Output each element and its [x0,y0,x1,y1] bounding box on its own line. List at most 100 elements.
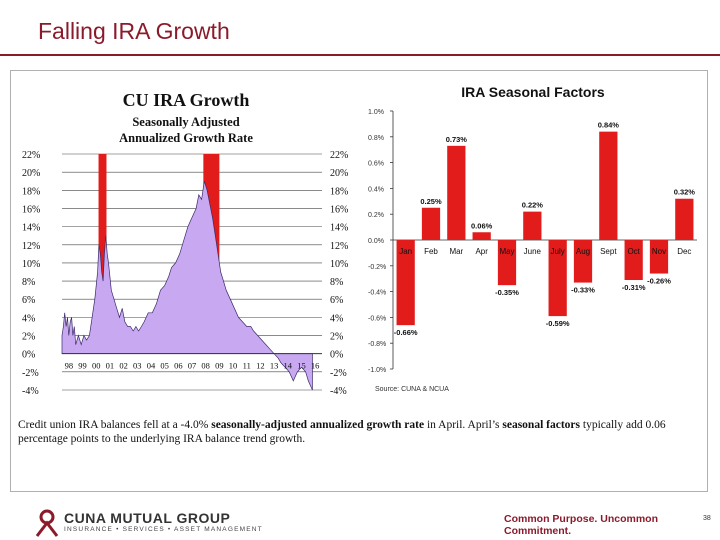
seasonal-bar [649,240,669,274]
seasonal-data-label: 0.06% [471,221,493,230]
growth-x-tick: 13 [270,361,279,371]
growth-y-tick-right: 18% [330,186,348,197]
growth-x-tick: 04 [147,361,156,371]
seasonal-y-tick: 0.4% [368,186,384,193]
growth-x-tick: 12 [256,361,265,371]
seasonal-y-tick: -0.2% [368,264,386,271]
page-number: 38 [703,515,711,522]
caption-part-3: seasonal factors [502,419,580,431]
growth-y-ticks-left: 22% 20% 18% 16% 14% 12% 10% 8% 6% 4% 2% 0% -2% -4% [22,150,40,397]
growth-y-tick-left: -2% [22,368,39,379]
growth-y-tick-right: 14% [330,223,348,234]
seasonal-bar [624,240,643,280]
growth-y-tick-right: -4% [330,386,347,397]
growth-y-tick-left: 6% [22,295,35,306]
growth-x-tick: 16 [311,361,320,371]
seasonal-data-label: -0.26% [647,277,671,286]
growth-area-series [61,181,322,391]
seasonal-bar [573,240,593,283]
growth-y-tick-left: 2% [22,332,35,343]
growth-x-tick: 06 [174,361,183,371]
growth-y-tick-left: 10% [22,259,40,270]
logo-subtitle: INSURANCE • SERVICES • ASSET MANAGEMENT [64,526,263,533]
seasonal-bar [497,240,517,286]
growth-y-tick-left: 4% [22,313,35,324]
seasonal-bar [548,240,567,317]
seasonal-data-label: 0.73% [446,135,468,144]
seasonal-category-label: Feb [424,247,438,256]
growth-y-tick-left: -4% [22,386,39,397]
seasonal-data-label: -0.31% [622,283,646,292]
growth-x-tick: 98 [65,361,74,371]
seasonal-category-label: Dec [677,247,691,256]
growth-y-tick-left: 8% [22,277,35,288]
growth-y-tick-right: 12% [330,241,348,252]
growth-x-tick: 08 [201,361,210,371]
growth-chart-subtitle-1: Seasonally Adjusted [132,115,239,129]
seasonal-data-label: 0.22% [522,201,544,210]
growth-y-tick-left: 12% [22,241,40,252]
seasonal-bar [523,211,542,240]
growth-x-tick: 15 [297,361,306,371]
seasonal-category-label: Aug [576,247,590,256]
seasonal-bar [421,207,441,240]
caption-part-1: seasonally-adjusted annualized growth ra… [211,419,425,431]
ira-growth-chart: CU IRA Growth Seasonally Adjusted Annual… [20,78,356,404]
seasonal-bar [675,198,694,240]
growth-x-tick: 11 [243,361,251,371]
caption-part-4: typically add 0.06 percentage points to … [18,419,666,445]
caption-text: Credit union IRA balances fell at a -4.0… [18,418,703,446]
seasonal-bar [599,131,618,240]
content-frame [10,70,708,492]
growth-y-tick-right: 2% [330,332,343,343]
seasonal-data-label: 0.25% [420,197,442,206]
growth-y-tick-right: 10% [330,259,348,270]
growth-area [61,181,313,391]
seasonal-y-tick: 0.2% [368,212,384,219]
seasonal-y-tick: 0.6% [368,161,384,168]
growth-x-tick: 14 [284,361,293,371]
seasonal-bar [396,240,415,326]
seasonal-category-label: Oct [627,247,640,256]
slide-title: Falling IRA Growth [38,18,230,44]
growth-x-tick: 09 [215,361,224,371]
seasonal-data-label: -0.35% [495,288,519,297]
growth-y-tick-right: 8% [330,277,343,288]
seasonal-category-label: Apr [475,247,488,256]
seasonal-category-label: Sept [600,247,617,256]
seasonal-bar [472,232,491,240]
growth-y-ticks-right: 22% 20% 18% 16% 14% 12% 10% 8% 6% 4% 2% 0% -2% -4% [330,150,348,397]
seasonal-category-label: Nov [652,247,666,256]
seasonal-data-label: -0.66% [394,328,418,337]
seasonal-data-label: -0.33% [571,286,595,295]
seasonal-data-label: 0.84% [598,121,620,130]
seasonal-category-label: July [551,247,565,256]
caption-part-0: Credit union IRA balances fell at a -4.0… [18,419,212,431]
seasonal-y-tick: -0.4% [368,290,386,297]
growth-y-tick-right: 0% [330,350,343,361]
seasonal-source-note: Source: CUNA & NCUA [375,386,449,393]
growth-y-tick-left: 16% [22,204,40,215]
seasonal-y-tick: -0.6% [368,315,386,322]
growth-y-tick-left: 0% [22,350,35,361]
seasonal-category-labels: Jan Feb Mar Apr May June July Aug Sept Oct Nov Dec [399,247,691,256]
seasonal-data-label: 0.32% [674,188,696,197]
growth-y-tick-right: 6% [330,295,343,306]
seasonal-category-label: May [499,247,514,256]
growth-y-tick-left: 20% [22,168,40,179]
seasonal-y-tick: 0.8% [368,135,384,142]
growth-y-tick-right: 16% [330,204,348,215]
seasonal-data-labels: -0.66% 0.25% 0.73% 0.06% -0.35% 0.22% -0.59% -0… [394,121,696,338]
growth-x-tick: 02 [119,361,128,371]
caption-part-2: in April. April’s [424,419,503,431]
seasonal-y-tick: 0.0% [368,238,384,245]
seasonal-category-label: Jan [399,247,412,256]
growth-y-tick-right: -2% [330,368,347,379]
seasonal-chart-title: IRA Seasonal Factors [461,84,605,100]
seasonal-y-tick: -1.0% [368,367,386,374]
seasonal-y-tick: 1.0% [368,109,384,116]
growth-y-tick-right: 4% [330,313,343,324]
growth-y-tick-left: 22% [22,150,40,161]
logo-name: CUNA MUTUAL GROUP [64,510,231,526]
growth-x-tick: 01 [106,361,115,371]
